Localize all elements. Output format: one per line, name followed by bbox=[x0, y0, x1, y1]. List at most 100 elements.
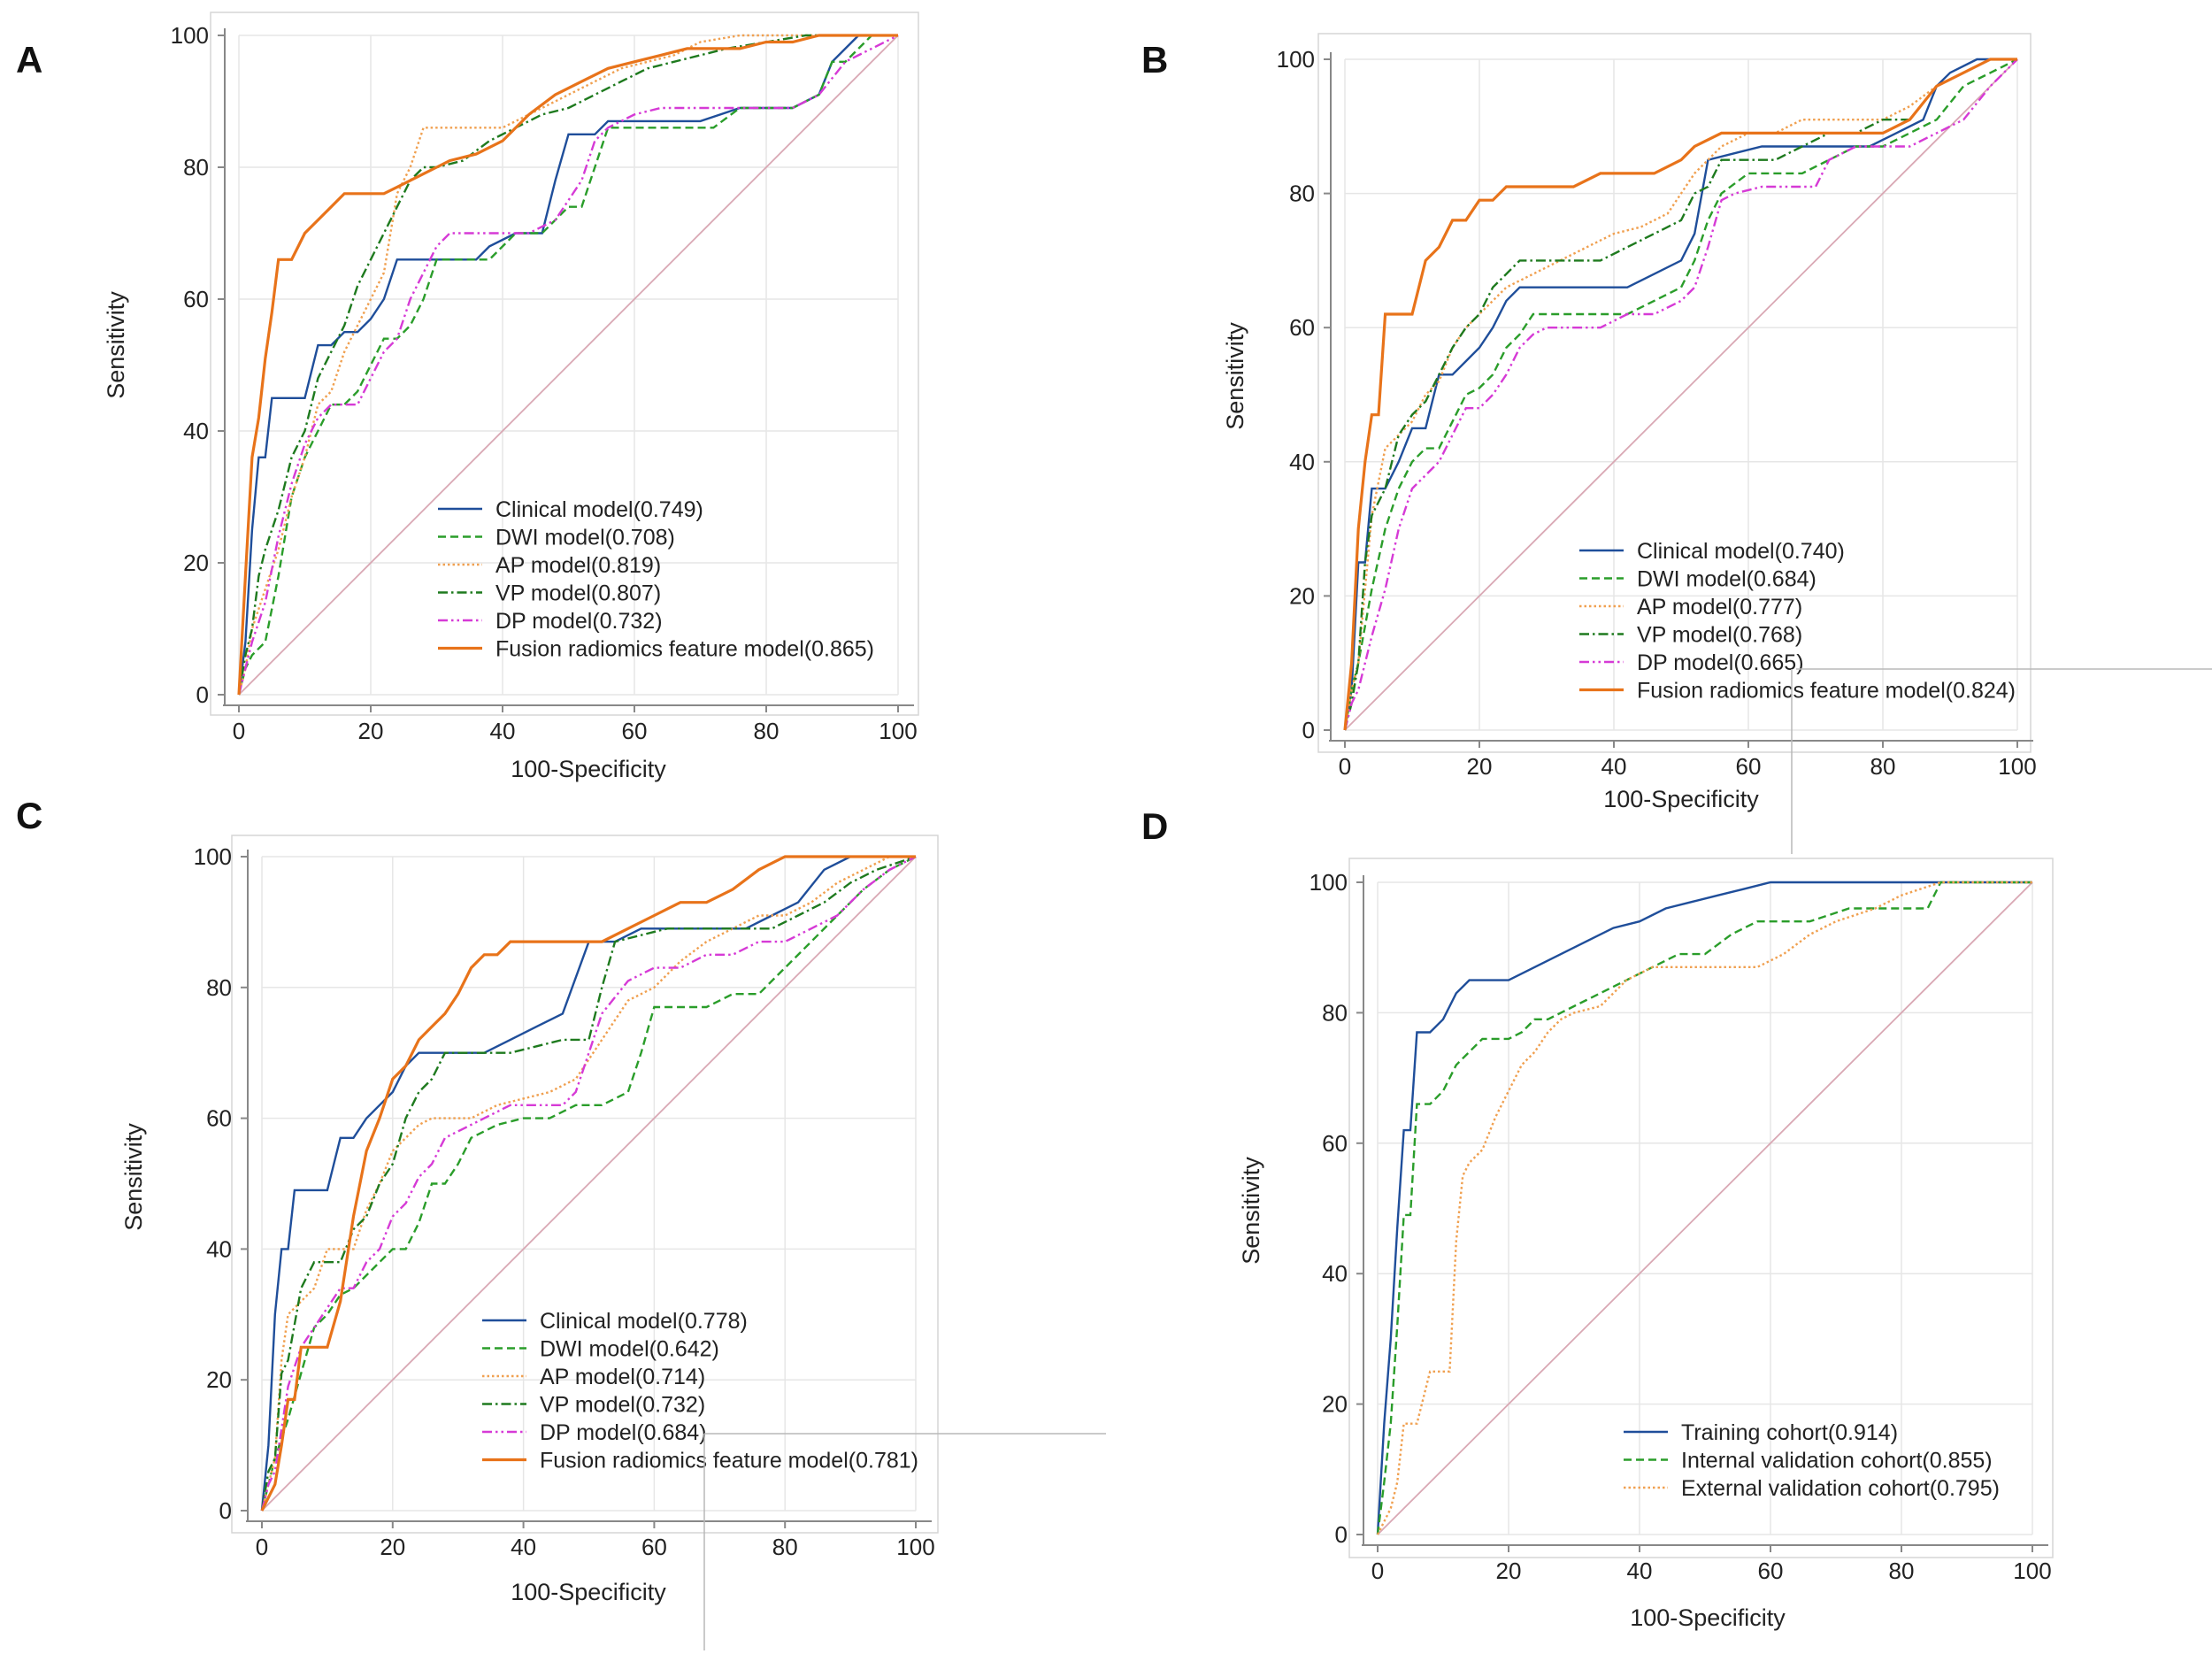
y-tick-label-c-3: 60 bbox=[206, 1105, 232, 1132]
x-tick-label-d-1: 20 bbox=[1496, 1558, 1522, 1584]
y-tick-label-a-2: 40 bbox=[183, 418, 209, 444]
x-tick-label-b-3: 60 bbox=[1736, 753, 1762, 780]
roc-curve-c-vp bbox=[260, 855, 917, 1512]
y-tick-label-c-5: 100 bbox=[194, 843, 232, 870]
x-tick-label-a-4: 80 bbox=[754, 718, 780, 744]
legend-label-c-dp: DP model(0.684) bbox=[540, 1420, 707, 1445]
roc-curve-a-ap bbox=[237, 34, 898, 696]
y-tick-label-b-5: 100 bbox=[1277, 46, 1315, 73]
roc-curve-b-fusion bbox=[1343, 58, 2017, 731]
legend-label-a-dwi: DWI model(0.708) bbox=[495, 526, 675, 550]
legend-a: Clinical model(0.749) DWI model(0.708) AP … bbox=[438, 497, 874, 662]
legend-label-a-clinical: Clinical model(0.749) bbox=[495, 497, 703, 522]
roc-curve-b-dp bbox=[1343, 58, 2018, 731]
y-tick-label-b-1: 20 bbox=[1289, 582, 1315, 609]
plot-frame-c bbox=[231, 835, 939, 1534]
reference-diagonal-b bbox=[1344, 58, 2018, 731]
panel-letter-c: C bbox=[16, 795, 42, 836]
x-tick-label-a-2: 40 bbox=[490, 718, 516, 744]
x-tick-label-d-0: 0 bbox=[1371, 1558, 1384, 1584]
roc-curve-d-clinical bbox=[1376, 881, 2032, 1535]
reference-diagonal-d bbox=[1377, 881, 2033, 1535]
x-tick-label-b-0: 0 bbox=[1339, 753, 1351, 780]
x-tick-label-b-5: 100 bbox=[1998, 753, 2036, 780]
legend-label-b-dp: DP model(0.665) bbox=[1637, 650, 1804, 675]
legend-label-b-vp: VP model(0.768) bbox=[1637, 623, 1802, 648]
y-tick-label-a-1: 20 bbox=[183, 550, 209, 576]
plot-frame-d bbox=[1348, 858, 2054, 1558]
y-tick-label-a-4: 80 bbox=[183, 154, 209, 181]
panel-c-chart: 0 20 40 60 80 100 0 20 40 60 80 100 100-Specificity S… bbox=[120, 835, 939, 1605]
legend-label-b-clinical: Clinical model(0.740) bbox=[1637, 539, 1845, 564]
panel-letter-a: A bbox=[16, 39, 42, 81]
x-tick-label-d-3: 60 bbox=[1758, 1558, 1784, 1584]
y-axis-title-a: Sensitivity bbox=[103, 291, 129, 399]
x-tick-label-c-5: 100 bbox=[896, 1534, 934, 1560]
x-tick-label-a-1: 20 bbox=[358, 718, 384, 744]
panel-a-chart: 0 20 40 60 80 100 0 20 40 60 80 100 100-Specificity S… bbox=[103, 12, 919, 782]
x-tick-label-c-2: 40 bbox=[511, 1534, 536, 1560]
x-tick-label-d-2: 40 bbox=[1627, 1558, 1653, 1584]
legend-b: Clinical model(0.740) DWI model(0.684) AP … bbox=[1579, 539, 2016, 704]
y-tick-label-b-0: 0 bbox=[1302, 717, 1315, 743]
legend-label-b-dwi: DWI model(0.684) bbox=[1637, 567, 1816, 592]
roc-curve-d-dwi bbox=[1376, 881, 2032, 1535]
roc-curve-d-ap bbox=[1376, 881, 2032, 1535]
plot-frame-b bbox=[1317, 33, 2032, 753]
roc-curve-c-dp bbox=[260, 855, 917, 1512]
legend-c: Clinical model(0.778) DWI model(0.642) AP … bbox=[482, 1309, 918, 1473]
plot-frame-a bbox=[210, 12, 919, 716]
y-tick-label-d-2: 40 bbox=[1322, 1260, 1348, 1287]
roc-curve-c-dwi bbox=[260, 855, 917, 1512]
legend-label-a-ap: AP model(0.819) bbox=[495, 553, 661, 578]
x-tick-label-a-0: 0 bbox=[233, 718, 245, 744]
legend-label-a-dp: DP model(0.732) bbox=[495, 609, 663, 634]
x-tick-label-c-0: 0 bbox=[256, 1534, 268, 1560]
x-tick-label-b-2: 40 bbox=[1601, 753, 1627, 780]
x-axis-title-c: 100-Specificity bbox=[511, 1579, 666, 1605]
panel-letter-b: B bbox=[1141, 39, 1168, 81]
x-axis-title-a: 100-Specificity bbox=[511, 756, 666, 782]
roc-curve-a-dwi bbox=[237, 34, 898, 696]
roc-curve-a-fusion bbox=[237, 34, 898, 696]
y-tick-label-b-3: 60 bbox=[1289, 314, 1315, 341]
legend-label-c-fusion: Fusion radiomics feature model(0.781) bbox=[540, 1449, 918, 1473]
x-tick-label-c-3: 60 bbox=[641, 1534, 667, 1560]
x-tick-label-b-4: 80 bbox=[1870, 753, 1896, 780]
x-tick-label-a-3: 60 bbox=[622, 718, 648, 744]
y-tick-label-d-5: 100 bbox=[1310, 869, 1348, 896]
x-tick-label-a-5: 100 bbox=[879, 718, 917, 744]
y-axis-title-c: Sensitivity bbox=[120, 1123, 147, 1231]
y-tick-label-a-0: 0 bbox=[196, 681, 209, 708]
roc-curve-c-fusion bbox=[260, 855, 916, 1512]
legend-label-c-clinical: Clinical model(0.778) bbox=[540, 1309, 748, 1334]
roc-curve-c-ap bbox=[260, 855, 916, 1512]
y-tick-label-a-3: 60 bbox=[183, 286, 209, 312]
legend-label-c-vp: VP model(0.732) bbox=[540, 1393, 705, 1418]
x-tick-label-d-4: 80 bbox=[1889, 1558, 1915, 1584]
y-axis-title-d: Sensitivity bbox=[1238, 1157, 1264, 1265]
legend-label-b-ap: AP model(0.777) bbox=[1637, 595, 1802, 619]
panel-b-chart: 0 20 40 60 80 100 0 20 40 60 80 100 100-Specificity S… bbox=[1222, 33, 2037, 812]
panel-d-chart: 0 20 40 60 80 100 0 20 40 60 80 100 100-Specificity S… bbox=[1238, 858, 2054, 1631]
y-tick-label-b-2: 40 bbox=[1289, 449, 1315, 475]
x-tick-label-b-1: 20 bbox=[1467, 753, 1493, 780]
y-axis-title-b: Sensitivity bbox=[1222, 322, 1248, 430]
legend-label-d-dwi: Internal validation cohort(0.855) bbox=[1681, 1449, 1993, 1473]
y-tick-label-d-4: 80 bbox=[1322, 999, 1348, 1026]
legend-label-a-fusion: Fusion radiomics feature model(0.865) bbox=[495, 637, 874, 662]
x-axis-title-b: 100-Specificity bbox=[1603, 786, 1759, 812]
legend-d: Training cohort(0.914) Internal validatio… bbox=[1624, 1420, 2000, 1501]
legend-label-a-vp: VP model(0.807) bbox=[495, 581, 661, 606]
legend-label-c-dwi: DWI model(0.642) bbox=[540, 1337, 719, 1362]
x-tick-label-d-5: 100 bbox=[2013, 1558, 2051, 1584]
legend-label-b-fusion: Fusion radiomics feature model(0.824) bbox=[1637, 679, 2016, 704]
y-tick-label-c-4: 80 bbox=[206, 974, 232, 1001]
reference-diagonal-c bbox=[261, 856, 917, 1512]
legend-label-c-ap: AP model(0.714) bbox=[540, 1365, 705, 1389]
y-tick-label-d-1: 20 bbox=[1322, 1391, 1348, 1418]
y-tick-label-d-0: 0 bbox=[1335, 1521, 1348, 1548]
legend-label-d-clinical: Training cohort(0.914) bbox=[1681, 1420, 1898, 1445]
roc-curve-a-vp bbox=[237, 34, 898, 696]
